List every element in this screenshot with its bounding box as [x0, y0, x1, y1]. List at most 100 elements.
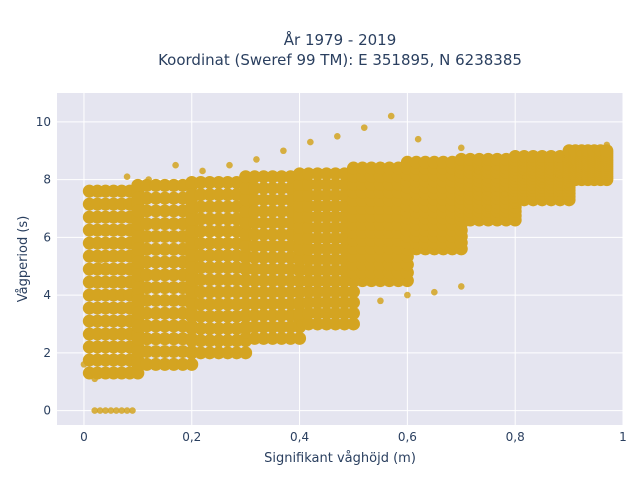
dense-point [131, 268, 145, 282]
dense-point [140, 268, 154, 282]
dense-point [140, 204, 154, 218]
dense-point [149, 345, 163, 359]
dense-point [248, 308, 262, 322]
dense-point [212, 212, 226, 226]
data-point [576, 150, 584, 157]
dense-point [203, 236, 217, 250]
dense-point [311, 317, 325, 331]
dense-point [257, 331, 271, 345]
dense-point [194, 334, 208, 348]
dense-point [140, 332, 154, 346]
dense-point [320, 274, 334, 288]
dense-point [293, 178, 307, 192]
dense-point [257, 204, 271, 218]
dense-point [203, 224, 217, 238]
data-point [538, 182, 546, 189]
dense-point [239, 181, 253, 195]
dense-point [293, 220, 307, 234]
dense-point [221, 188, 235, 202]
data-point [107, 199, 115, 207]
data-point [555, 170, 562, 178]
data-point [215, 343, 223, 351]
dense-point [212, 321, 226, 335]
x-tick-label: 0,2 [182, 430, 201, 444]
dense-point [311, 167, 325, 181]
dense-point [311, 296, 325, 310]
dense-point [167, 357, 181, 371]
data-point [112, 407, 120, 414]
data-point [307, 138, 314, 146]
data-point [123, 407, 131, 414]
dense-point [311, 263, 325, 277]
dense-point [212, 346, 226, 360]
dense-point [212, 309, 226, 323]
dense-point [266, 216, 280, 230]
dense-point [203, 248, 217, 262]
dense-point [239, 239, 253, 253]
dense-point [257, 181, 271, 195]
dense-point [185, 224, 199, 238]
dense-point [158, 268, 172, 282]
dense-point [320, 296, 334, 310]
dense-point [329, 188, 343, 202]
dense-point [302, 188, 316, 202]
dense-point [167, 319, 181, 333]
dense-point [176, 357, 190, 371]
data-point [188, 355, 196, 362]
dense-point [293, 296, 307, 310]
dense-point [131, 306, 145, 320]
dense-point [248, 181, 262, 195]
dense-point [248, 331, 262, 345]
data-point [172, 161, 179, 169]
dense-point [221, 261, 235, 275]
dense-point [320, 167, 334, 181]
dense-point [221, 212, 235, 226]
dense-point [140, 319, 154, 333]
dense-point [293, 285, 307, 299]
dense-point [329, 306, 343, 320]
dense-point [140, 191, 154, 205]
y-axis-ticks: 0 2 4 6 8 10 [36, 115, 51, 418]
dense-point [275, 251, 289, 265]
dense-point-cloud [82, 144, 614, 380]
dense-point [266, 320, 280, 334]
dense-point [275, 320, 289, 334]
dense-point [140, 281, 154, 295]
dense-point [293, 263, 307, 277]
dense-point [167, 332, 181, 346]
dense-point [329, 231, 343, 245]
dense-point [131, 217, 145, 231]
dense-point [185, 334, 199, 348]
dense-point [302, 253, 316, 267]
data-points [80, 112, 611, 414]
dense-point [149, 293, 163, 307]
dense-point [239, 297, 253, 311]
dense-point [212, 285, 226, 299]
dense-point [167, 242, 181, 256]
dense-point [194, 212, 208, 226]
y-tick-label: 10 [36, 115, 51, 129]
dense-point [337, 317, 351, 331]
x-axis-ticks: 0 0,2 0,4 0,6 0,8 1 [80, 430, 627, 444]
dense-point [158, 319, 172, 333]
dense-point [212, 334, 226, 348]
dense-point [149, 178, 163, 192]
chart-title-line-2: Koordinat (Sweref 99 TM): E 351895, N 62… [158, 51, 522, 69]
dense-point [248, 170, 262, 184]
dense-point [320, 210, 334, 224]
dense-point [140, 306, 154, 320]
dense-point [158, 178, 172, 192]
dense-point [158, 230, 172, 244]
data-point [360, 124, 368, 131]
dense-point [311, 274, 325, 288]
dense-point [293, 199, 307, 213]
dense-point [167, 255, 181, 269]
dense-point [203, 273, 217, 287]
dense-point [302, 306, 316, 320]
dense-point [248, 262, 262, 276]
dense-point [194, 236, 208, 250]
dense-point [221, 200, 235, 214]
data-point [96, 407, 104, 414]
dense-point [257, 297, 271, 311]
dense-point [239, 170, 253, 184]
